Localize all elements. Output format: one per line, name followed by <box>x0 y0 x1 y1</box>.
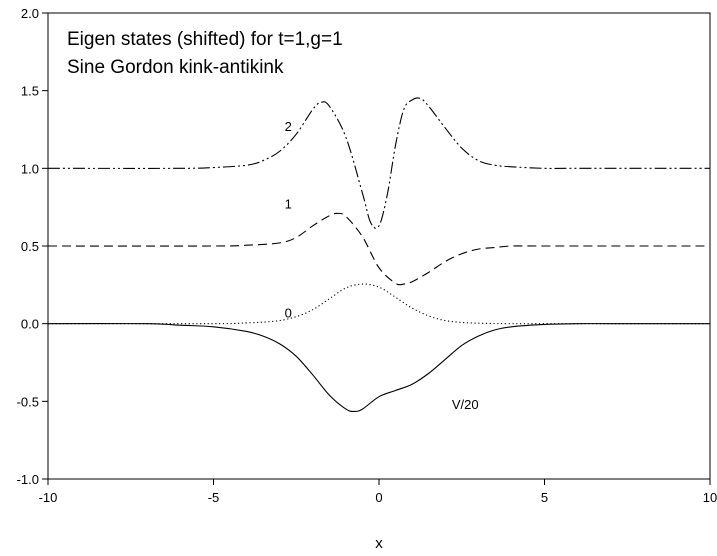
ticks: -10 -5 0 5 10-1.0-0.50.00.51.01.52.0 <box>17 6 717 505</box>
x-tick-label: -10 <box>39 490 58 505</box>
series-line-3 <box>47 97 711 229</box>
series-annotation: 2 <box>285 119 292 134</box>
chart-title-line-2: Sine Gordon kink-antikink <box>67 57 284 78</box>
x-tick-label: -5 <box>208 490 220 505</box>
series-line-1 <box>47 283 710 325</box>
annotations: 2 1 0 V/20 <box>285 119 479 412</box>
series-line-0 <box>47 323 710 412</box>
y-tick-label: 2.0 <box>21 6 39 21</box>
y-tick-label: 0.0 <box>21 317 39 332</box>
x-tick-label: 10 <box>703 490 717 505</box>
series-line-2 <box>47 212 710 286</box>
y-tick-label: 1.5 <box>21 84 39 99</box>
chart-title-line-1: Eigen states (shifted) for t=1,g=1 <box>67 29 343 50</box>
y-tick-label: 1.0 <box>21 161 39 176</box>
x-tick-label: 5 <box>541 490 548 505</box>
series-annotation: V/20 <box>452 397 479 412</box>
series-annotation: 0 <box>285 305 292 320</box>
x-axis-label: x <box>375 535 383 552</box>
series-annotation: 1 <box>285 197 292 212</box>
series-lines <box>47 97 711 412</box>
y-tick-label: -1.0 <box>17 472 39 487</box>
y-tick-label: 0.5 <box>21 239 39 254</box>
y-tick-label: -0.5 <box>17 394 39 409</box>
x-tick-label: 0 <box>375 490 382 505</box>
